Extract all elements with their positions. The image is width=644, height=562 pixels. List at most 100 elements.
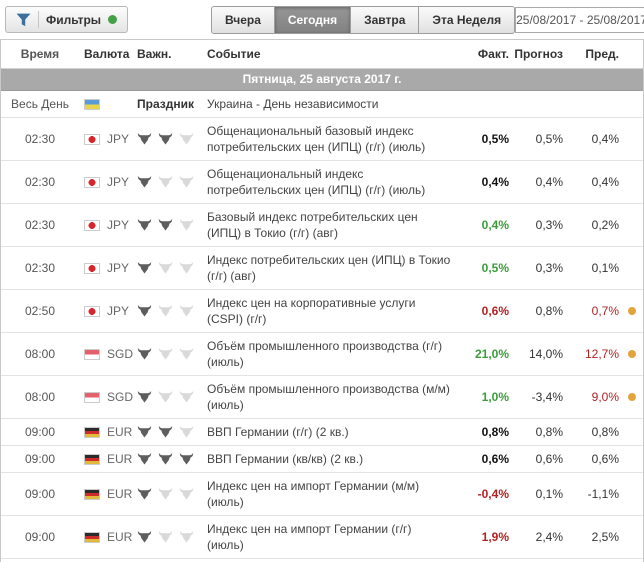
actual-value: 0,4% (481, 218, 509, 232)
time-cell: 09:00 (24, 530, 56, 544)
event-row[interactable]: 09:00 EUR Индекс цен на импорт Германии … (1, 473, 643, 516)
bull-importance-icon (137, 262, 152, 274)
bull-importance-icon (158, 219, 173, 231)
economic-calendar-table: Время Валюта Важн. Событие Факт. Прогноз… (0, 39, 644, 562)
currency-flag-jp-icon (84, 305, 100, 317)
currency-cell: JPY (79, 298, 135, 324)
currency-cell: JPY (79, 169, 135, 195)
event-row[interactable]: 02:30 JPY Общенациональный индекс потреб… (1, 161, 643, 204)
event-row[interactable]: 09:45 EUR Индекс доверия потребителей во… (1, 559, 643, 562)
currency-code: JPY (107, 304, 130, 318)
date-range-group (515, 6, 644, 33)
table-header-row: Время Валюта Важн. Событие Факт. Прогноз… (1, 40, 643, 69)
tab-3[interactable]: Эта Неделя (418, 5, 516, 34)
currency-code: EUR (107, 530, 133, 544)
col-header-previous: Пред. (585, 47, 619, 61)
tab-2[interactable]: Завтра (350, 5, 420, 34)
currency-flag-de-icon (84, 488, 100, 500)
currency-code: EUR (107, 425, 133, 439)
filter-button-divider (38, 11, 39, 28)
bull-importance-icon (179, 219, 194, 231)
previous-value: 0,7% (591, 304, 619, 318)
event-label[interactable]: Украина - День независимости (207, 97, 379, 111)
col-header-spacer (621, 48, 643, 60)
bull-importance-icon (179, 262, 194, 274)
time-cell: 02:30 (24, 261, 56, 275)
bull-importance-icon (158, 133, 173, 145)
previous-value: 0,8% (591, 425, 619, 439)
event-row[interactable]: 08:00 SGD Объём промышленного производст… (1, 376, 643, 419)
currency-cell: JPY (79, 126, 135, 152)
event-label[interactable]: Индекс цен на импорт Германии (г/г) (июл… (207, 522, 412, 552)
importance-cell (135, 214, 205, 236)
revised-dot-cell (621, 532, 643, 542)
event-row[interactable]: 02:30 JPY Базовый индекс потребительских… (1, 204, 643, 247)
bull-importance-icon (158, 391, 173, 403)
event-label[interactable]: Общенациональный индекс потребительских … (207, 167, 426, 197)
importance-cell (135, 483, 205, 505)
actual-value: 0,5% (481, 132, 509, 146)
day-header-band: Пятница, 25 августа 2017 г. (1, 69, 643, 91)
importance-cell (135, 171, 205, 193)
currency-code: JPY (107, 175, 130, 189)
currency-flag-sg-icon (84, 348, 100, 360)
event-label[interactable]: Общенациональный базовый индекс потребит… (207, 124, 426, 154)
event-label[interactable]: Базовый индекс потребительских цен (ИПЦ)… (207, 210, 418, 240)
revised-dot-cell (621, 220, 643, 230)
previous-value (565, 99, 621, 109)
time-cell: 09:00 (24, 487, 56, 501)
filter-status-dot (108, 15, 118, 24)
currency-code: EUR (107, 452, 133, 466)
event-row[interactable]: 08:00 SGD Объём промышленного производст… (1, 333, 643, 376)
date-range-input[interactable] (515, 6, 644, 33)
actual-value: 0,8% (481, 425, 509, 439)
bull-importance-icon (179, 391, 194, 403)
forecast-value: 2,4% (535, 530, 563, 544)
event-label[interactable]: ВВП Германии (г/г) (2 кв.) (207, 425, 349, 439)
importance-cell: Праздник (135, 91, 205, 117)
forecast-value: 0,3% (535, 218, 563, 232)
time-cell: 02:30 (24, 175, 56, 189)
tab-0[interactable]: Вчера (211, 5, 275, 34)
event-label[interactable]: ВВП Германии (кв/кв) (2 кв.) (207, 452, 364, 466)
bull-importance-icon (158, 305, 173, 317)
event-label[interactable]: Индекс цен на корпоративные услуги (CSPI… (207, 296, 416, 326)
revised-data-dot[interactable] (628, 307, 636, 315)
filters-button[interactable]: Фильтры (5, 6, 129, 33)
currency-cell: EUR (79, 481, 135, 507)
time-cell: 02:30 (24, 218, 56, 232)
event-label[interactable]: Индекс цен на импорт Германии (м/м) (июл… (207, 479, 420, 509)
bull-importance-icon (179, 453, 194, 465)
revised-data-dot[interactable] (628, 393, 636, 401)
event-row[interactable]: 09:00 EUR Индекс цен на импорт Германии … (1, 516, 643, 559)
importance-cell (135, 526, 205, 548)
currency-code: EUR (107, 487, 133, 501)
event-row[interactable]: 02:50 JPY Индекс цен на корпоративные ус… (1, 290, 643, 333)
event-row[interactable]: 09:00 EUR ВВП Германии (г/г) (2 кв.) 0,8… (1, 419, 643, 446)
event-label[interactable]: Индекс потребительских цен (ИПЦ) в Токио… (207, 253, 451, 283)
event-row[interactable]: 09:00 EUR ВВП Германии (кв/кв) (2 кв.) 0… (1, 446, 643, 473)
bull-importance-icon (179, 426, 194, 438)
bull-importance-icon (137, 176, 152, 188)
forecast-value: 0,4% (535, 175, 563, 189)
period-tabs: Вчера Сегодня Завтра Эта Неделя (211, 5, 516, 34)
bull-importance-icon (158, 426, 173, 438)
event-label[interactable]: Объём промышленного производства (г/г) (… (207, 339, 443, 369)
currency-code: SGD (107, 390, 134, 404)
event-row[interactable]: Весь День Праздник Украина - День незави… (1, 91, 643, 118)
currency-cell: EUR (79, 524, 135, 550)
actual-value: 0,6% (481, 452, 509, 466)
currency-flag-de-icon (84, 426, 100, 438)
event-row[interactable]: 02:30 JPY Индекс потребительских цен (ИП… (1, 247, 643, 290)
previous-value: 9,0% (591, 390, 619, 404)
time-cell: 09:00 (24, 452, 56, 466)
event-label[interactable]: Объём промышленного производства (м/м) (… (207, 382, 450, 412)
filter-funnel-icon (16, 13, 31, 26)
revised-data-dot[interactable] (628, 350, 636, 358)
bull-importance-icon (137, 133, 152, 145)
tab-1[interactable]: Сегодня (273, 5, 352, 34)
event-row[interactable]: 02:30 JPY Общенациональный базовый индек… (1, 118, 643, 161)
forecast-value: 0,3% (535, 261, 563, 275)
previous-value: 0,2% (591, 218, 619, 232)
importance-cell (135, 128, 205, 150)
